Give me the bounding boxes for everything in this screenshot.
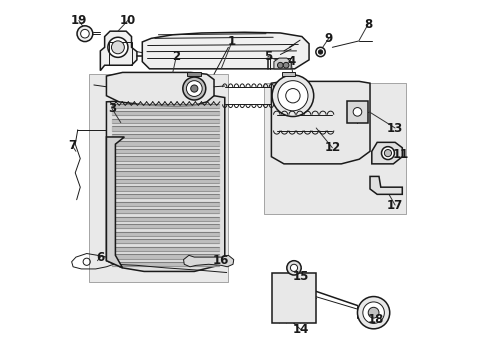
Text: 11: 11 (391, 148, 408, 161)
Text: 18: 18 (366, 313, 383, 327)
Bar (187, 72, 201, 76)
Text: 7: 7 (68, 139, 76, 152)
Text: 9: 9 (324, 32, 332, 45)
Circle shape (384, 149, 391, 157)
Text: 2: 2 (172, 50, 180, 63)
Circle shape (81, 30, 89, 38)
Text: 16: 16 (213, 254, 229, 267)
Circle shape (318, 50, 322, 54)
Polygon shape (273, 58, 290, 69)
Text: 15: 15 (292, 270, 309, 283)
Circle shape (357, 297, 389, 329)
Circle shape (290, 264, 297, 271)
Circle shape (367, 307, 378, 318)
Circle shape (315, 47, 325, 57)
Circle shape (362, 302, 384, 323)
Polygon shape (89, 74, 228, 282)
Polygon shape (271, 81, 369, 164)
Text: 3: 3 (107, 102, 116, 115)
Circle shape (381, 147, 394, 159)
Text: 4: 4 (286, 55, 295, 68)
Bar (272, 273, 315, 323)
Polygon shape (264, 83, 405, 214)
Polygon shape (106, 96, 224, 271)
Text: 8: 8 (364, 18, 371, 31)
Polygon shape (142, 32, 308, 69)
Circle shape (271, 75, 313, 117)
Bar (109, 42, 131, 65)
Polygon shape (282, 72, 294, 76)
Circle shape (186, 81, 202, 96)
Polygon shape (106, 72, 214, 107)
Polygon shape (346, 101, 367, 123)
Text: 5: 5 (263, 50, 271, 63)
Polygon shape (183, 255, 233, 267)
Text: 14: 14 (292, 323, 309, 336)
Polygon shape (369, 176, 402, 194)
Text: 13: 13 (386, 122, 403, 135)
Circle shape (283, 62, 288, 68)
Circle shape (352, 108, 361, 116)
Text: 17: 17 (386, 199, 403, 212)
Circle shape (111, 41, 124, 54)
Text: 1: 1 (227, 35, 236, 49)
Circle shape (277, 62, 283, 68)
Polygon shape (100, 31, 137, 71)
Text: 6: 6 (96, 251, 104, 264)
Polygon shape (106, 137, 124, 268)
Text: 19: 19 (70, 14, 87, 27)
Circle shape (190, 85, 198, 92)
Circle shape (277, 81, 307, 111)
Text: 12: 12 (324, 141, 340, 154)
Circle shape (108, 37, 128, 57)
Circle shape (77, 26, 93, 41)
Circle shape (183, 77, 205, 100)
Polygon shape (371, 142, 402, 164)
Text: 10: 10 (120, 14, 136, 27)
Circle shape (286, 261, 301, 275)
